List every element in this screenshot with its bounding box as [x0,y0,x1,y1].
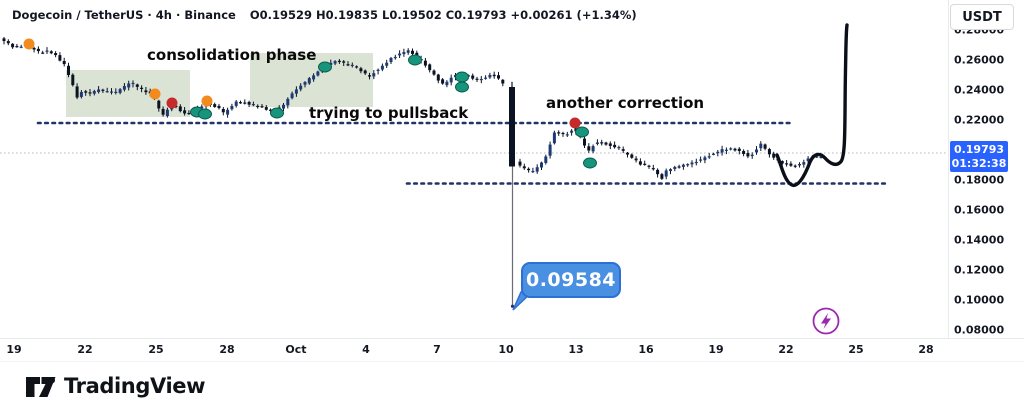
time-tick-25: 25 [848,343,864,356]
time-tick-Oct: Oct [285,343,307,356]
time-tick-22: 22 [778,343,794,356]
annotation-trying-to-pullsback[interactable]: trying to pullsback [309,104,469,122]
price-tick-0.22000: 0.22000 [954,113,1005,127]
time-tick-22: 22 [77,343,93,356]
orange-signal-dot-3 [201,95,213,107]
crash-low-point [510,304,515,308]
time-tick-19: 19 [6,343,22,356]
symbol-ohlc-bar[interactable]: Dogecoin / TetherUS · 4h · Binance O0.19… [12,8,637,22]
tradingview-logo-text: TradingView [64,374,206,398]
consolidation-zone-box-1 [66,70,190,117]
teal-signal-dot-7 [455,81,469,93]
time-tick-19: 19 [708,343,724,356]
time-tick-16: 16 [638,343,654,356]
price-tick-0.16000: 0.16000 [954,203,1005,217]
teal-signal-dot-4 [318,61,332,73]
price-tick-0.24000: 0.24000 [954,83,1005,97]
teal-signal-dot-8 [575,126,589,138]
price-tick-0.14000: 0.14000 [954,233,1005,247]
red-signal-dot-2 [569,117,581,129]
price-tick-0.26000: 0.26000 [954,53,1005,67]
current-price-label: 0.19793 01:32:38 [950,141,1008,172]
time-tick-28: 28 [918,343,934,356]
teal-signal-dot-2 [198,108,212,120]
time-tick-10: 10 [498,343,514,356]
consolidation-zone-box-2 [250,53,373,107]
price-tick-0.10000: 0.10000 [954,293,1005,307]
tradingview-logo-icon [26,377,56,397]
price-tick-0.08000: 0.08000 [954,323,1005,337]
bar-countdown: 01:32:38 [951,156,1007,170]
teal-signal-dot-5 [408,54,422,66]
price-callout-bubble[interactable]: 0.09584 [521,262,621,298]
price-tick-0.18000: 0.18000 [954,173,1005,187]
annotation-another-correction[interactable]: another correction [546,94,705,112]
teal-signal-dot-6 [455,71,469,83]
time-tick-7: 7 [433,343,441,356]
currency-toggle-button[interactable]: USDT [950,4,1014,30]
teal-signal-dot-9 [583,157,597,169]
projection-curve [775,23,849,188]
time-tick-4: 4 [362,343,370,356]
time-axis-separator [0,338,1024,339]
ohlc-values: O0.19529 H0.19835 L0.19502 C0.19793 +0.0… [249,8,637,22]
current-price-value: 0.19793 [953,143,1005,156]
time-tick-25: 25 [148,343,164,356]
symbol-title[interactable]: Dogecoin / TetherUS · 4h · Binance [12,8,236,22]
time-tick-13: 13 [568,343,584,356]
widget-bottom-border [0,361,1024,362]
time-tick-28: 28 [219,343,235,356]
tradingview-watermark[interactable]: TradingView [26,373,205,399]
teal-signal-dot-3 [270,107,284,119]
orange-signal-dot-1 [23,38,35,50]
price-axis-separator [948,0,949,338]
lightning-bolt-icon [821,313,831,329]
lightning-circle-icon[interactable] [812,307,840,335]
annotation-consolidation-phase[interactable]: consolidation phase [147,46,317,64]
crash-candle-body [509,87,515,167]
red-signal-dot-1 [166,97,178,109]
price-tick-0.12000: 0.12000 [954,263,1005,277]
orange-signal-dot-2 [149,88,161,100]
